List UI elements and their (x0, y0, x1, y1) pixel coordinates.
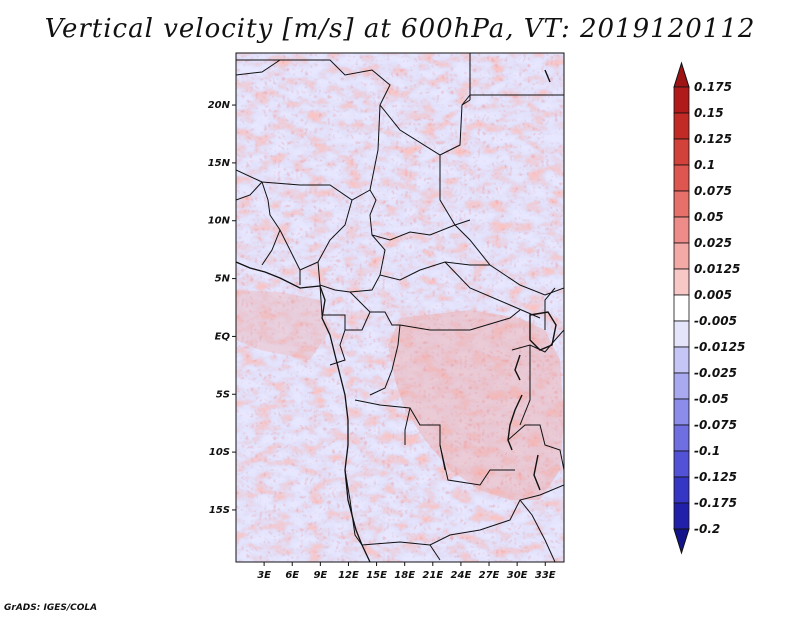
colorbar-swatch (673, 138, 690, 166)
lat-tick-label: 5S (216, 389, 230, 400)
convective-fine-texture (236, 53, 564, 562)
colorbar-label: -0.075 (694, 418, 737, 432)
colorbar-swatch (673, 86, 690, 114)
colorbar-label: 0.125 (694, 132, 732, 146)
colorbar-swatch (673, 268, 690, 296)
lat-tick-label: 15N (208, 158, 231, 169)
colorbar-top-cap (673, 61, 690, 88)
plot-frame (235, 52, 565, 563)
colorbar-label: 0.005 (694, 288, 732, 302)
colorbar-label: 0.175 (694, 80, 732, 94)
lon-tick-label: 27E (479, 570, 500, 581)
colorbar-swatch (673, 476, 690, 504)
colorbar-swatch (673, 346, 690, 374)
colorbar-label: -0.2 (694, 522, 720, 536)
colorbar-label: 0.1 (694, 158, 715, 172)
colorbar-swatch (673, 372, 690, 400)
colorbar: 0.175 0.15 0.125 0.1 0.075 0.05 0.025 0.0125 0.0… (673, 61, 745, 555)
convective-region-west (236, 290, 330, 360)
lon-tick-label: 12E (338, 570, 359, 581)
lat-tick-label: 10N (208, 216, 231, 227)
colorbar-label: -0.025 (694, 366, 737, 380)
colorbar-label: 0.0125 (694, 262, 740, 276)
colorbar-swatch (673, 242, 690, 270)
colorbar-swatch (673, 112, 690, 140)
colorbar-swatch (673, 294, 690, 322)
lat-tick-label: EQ (215, 331, 231, 342)
colorbar-label: 0.025 (694, 236, 732, 250)
colorbar-label: -0.175 (694, 496, 737, 510)
lon-tick-label: 18E (394, 570, 415, 581)
colorbar-swatch (673, 450, 690, 478)
colorbar-swatch (673, 398, 690, 426)
lon-tick-label: 6E (285, 570, 299, 581)
lat-tick-label: 20N (208, 100, 231, 111)
lakes (507, 69, 557, 491)
lat-tick-label: 10S (209, 447, 230, 458)
colorbar-bottom-cap (673, 528, 690, 555)
lon-tick-label: 30E (507, 570, 528, 581)
lon-tick-label: 3E (257, 570, 271, 581)
colorbar-label: 0.05 (694, 210, 724, 224)
axis-ticks: 20N 15N 10N 5N EQ 5S 10S 15S 3E 6E 9E 12E 15E 18E 21E 2… (208, 100, 556, 581)
colorbar-label: 0.075 (694, 184, 732, 198)
lat-tick-label: 5N (215, 274, 231, 285)
lon-tick-label: 33E (535, 570, 556, 581)
lon-tick-label: 15E (366, 570, 387, 581)
credit-label: GrADS: IGES/COLA (4, 603, 98, 613)
lat-tick-label: 15S (209, 505, 230, 516)
map-title: Vertical velocity [m/s] at 600hPa, VT: 2… (44, 14, 756, 44)
colorbar-swatch (673, 190, 690, 218)
lon-tick-label: 21E (422, 570, 443, 581)
colorbar-swatch (673, 502, 690, 530)
colorbar-label: -0.005 (694, 314, 737, 328)
colorbar-label: -0.125 (694, 470, 737, 484)
country-borders (236, 53, 564, 562)
lon-tick-label: 24E (451, 570, 472, 581)
colorbar-label: -0.1 (694, 444, 720, 458)
colorbar-label: 0.15 (694, 106, 724, 120)
colorbar-swatch (673, 320, 690, 348)
colorbar-swatch (673, 424, 690, 452)
lon-tick-label: 9E (313, 570, 327, 581)
coastline (236, 261, 371, 562)
map-plot-area (236, 53, 564, 562)
colorbar-swatch (673, 164, 690, 192)
colorbar-swatch (673, 216, 690, 244)
colorbar-label: -0.0125 (694, 340, 745, 354)
colorbar-label: -0.05 (694, 392, 729, 406)
